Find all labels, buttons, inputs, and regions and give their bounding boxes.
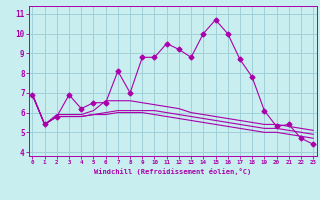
X-axis label: Windchill (Refroidissement éolien,°C): Windchill (Refroidissement éolien,°C) — [94, 168, 252, 175]
